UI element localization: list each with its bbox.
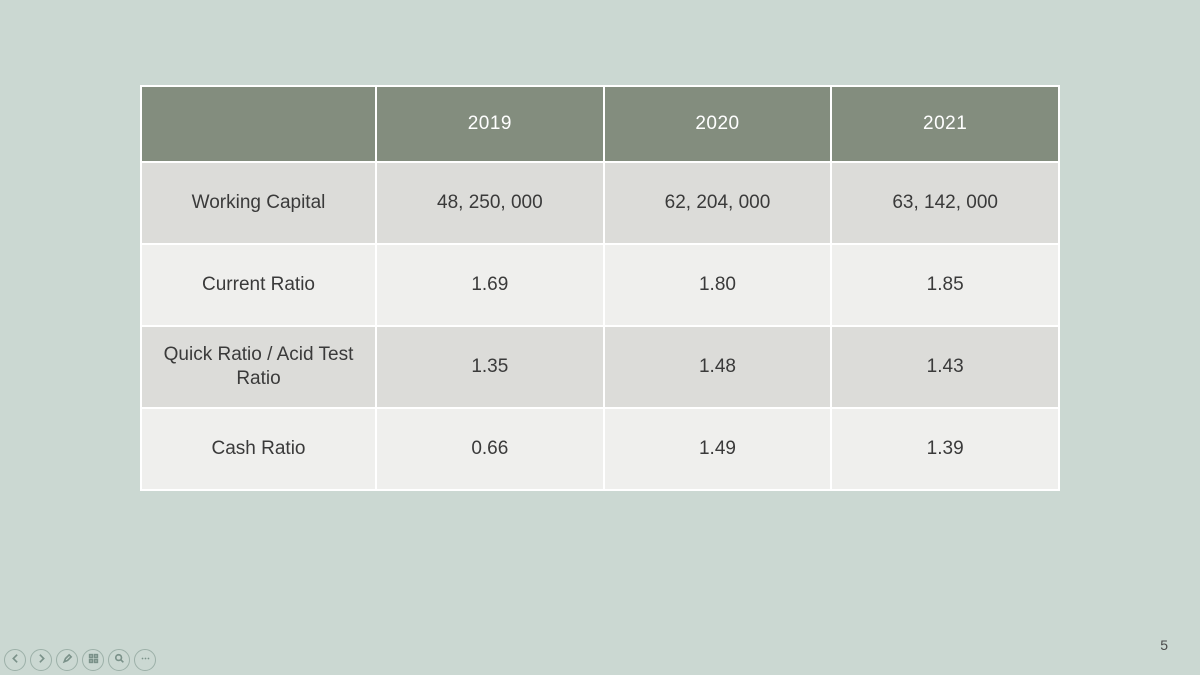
slide-sorter-button[interactable] xyxy=(82,649,104,671)
cell: 1.43 xyxy=(831,326,1059,408)
cell: 1.69 xyxy=(376,244,604,326)
row-label: Working Capital xyxy=(141,162,376,244)
zoom-icon xyxy=(114,653,125,667)
table-row: Current Ratio 1.69 1.80 1.85 xyxy=(141,244,1059,326)
chevron-right-icon xyxy=(36,653,47,667)
cell: 1.85 xyxy=(831,244,1059,326)
row-label: Quick Ratio / Acid Test Ratio xyxy=(141,326,376,408)
page-number: 5 xyxy=(1160,637,1168,653)
more-button[interactable] xyxy=(134,649,156,671)
row-label: Cash Ratio xyxy=(141,408,376,490)
zoom-button[interactable] xyxy=(108,649,130,671)
header-year-2019: 2019 xyxy=(376,86,604,162)
cell: 1.48 xyxy=(604,326,832,408)
cell: 63, 142, 000 xyxy=(831,162,1059,244)
next-slide-button[interactable] xyxy=(30,649,52,671)
slide: 2019 2020 2021 Working Capital 48, 250, … xyxy=(0,0,1200,675)
table-row: Working Capital 48, 250, 000 62, 204, 00… xyxy=(141,162,1059,244)
pen-icon xyxy=(62,653,73,667)
cell: 0.66 xyxy=(376,408,604,490)
cell: 1.35 xyxy=(376,326,604,408)
table-row: Quick Ratio / Acid Test Ratio 1.35 1.48 … xyxy=(141,326,1059,408)
row-label: Current Ratio xyxy=(141,244,376,326)
header-year-2021: 2021 xyxy=(831,86,1059,162)
ellipsis-icon xyxy=(140,653,151,667)
cell: 1.39 xyxy=(831,408,1059,490)
grid-icon xyxy=(88,653,99,667)
header-year-2020: 2020 xyxy=(604,86,832,162)
table-row: Cash Ratio 0.66 1.49 1.39 xyxy=(141,408,1059,490)
cell: 1.80 xyxy=(604,244,832,326)
chevron-left-icon xyxy=(10,653,21,667)
cell: 48, 250, 000 xyxy=(376,162,604,244)
cell: 62, 204, 000 xyxy=(604,162,832,244)
prev-slide-button[interactable] xyxy=(4,649,26,671)
header-blank xyxy=(141,86,376,162)
cell: 1.49 xyxy=(604,408,832,490)
presenter-controls xyxy=(4,649,156,671)
table-header-row: 2019 2020 2021 xyxy=(141,86,1059,162)
financial-ratios-table: 2019 2020 2021 Working Capital 48, 250, … xyxy=(140,85,1060,491)
pen-button[interactable] xyxy=(56,649,78,671)
